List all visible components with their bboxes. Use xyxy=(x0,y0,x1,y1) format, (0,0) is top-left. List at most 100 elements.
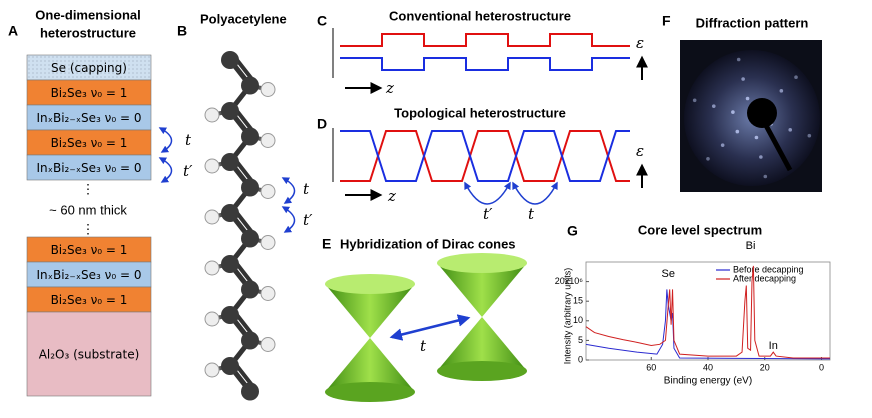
carbon xyxy=(241,382,259,401)
hop-arrow xyxy=(464,181,511,205)
diffraction-spot xyxy=(754,135,759,140)
diffraction-spot xyxy=(711,104,716,108)
energy-label: ε xyxy=(636,34,644,52)
hopping-label: t xyxy=(420,337,427,355)
diffraction-spot xyxy=(788,128,793,132)
hopping-label: t′ xyxy=(483,205,493,223)
hydrogen xyxy=(260,286,276,301)
carbon xyxy=(221,102,239,120)
panel-title: Core level spectrum xyxy=(638,222,762,237)
y-tick-label: 10 xyxy=(573,315,583,325)
y-tick-label: 20x10⁶ xyxy=(555,276,584,286)
layer xyxy=(26,154,152,181)
hopping-label: t′ xyxy=(303,211,313,229)
dirac-cone xyxy=(325,274,415,402)
y-axis-label: Intensity (arbitrary units) xyxy=(562,268,572,365)
hopping-label: t′ xyxy=(183,162,193,180)
peak-label: In xyxy=(769,340,778,352)
layer-label: Bi₂Se₃ ν₀ = 1 xyxy=(51,86,128,100)
carbon xyxy=(221,255,239,273)
hopping-label: t xyxy=(528,205,535,223)
layer-label: Bi₂Se₃ ν₀ = 1 xyxy=(51,293,128,307)
x-axis-label: Binding energy (eV) xyxy=(664,376,752,387)
carbon xyxy=(221,204,239,222)
hydrogen xyxy=(204,362,220,378)
layer-stack: Se (capping) Bi₂Se₃ ν₀ = 1 InₓBi₂₋ₓSe₃ ν₀ … xyxy=(26,54,152,397)
diffraction-spot xyxy=(720,143,725,147)
hydrogen xyxy=(260,235,276,250)
band-edge xyxy=(340,130,630,182)
polyacetylene-chain xyxy=(204,51,276,401)
hydrogen xyxy=(260,184,276,199)
hydrogen xyxy=(204,311,220,327)
layer xyxy=(26,129,152,156)
layer xyxy=(26,104,152,131)
hop-arrow xyxy=(512,181,558,205)
carbon xyxy=(221,306,239,324)
diffraction-spot xyxy=(692,98,697,103)
axis-label: z xyxy=(387,187,396,205)
band-edge xyxy=(340,33,630,47)
hybridization-arrow xyxy=(389,314,471,341)
carbon xyxy=(241,76,259,95)
panel-letter: F xyxy=(662,13,671,29)
band-edge xyxy=(340,130,630,182)
x-tick-label: 0 xyxy=(819,362,824,372)
diffraction-spot xyxy=(763,174,768,179)
energy-label: ε xyxy=(636,142,644,160)
carbon xyxy=(241,178,259,197)
panel-letter: A xyxy=(8,23,18,39)
hydrogen xyxy=(260,82,276,97)
diffraction-spot xyxy=(731,110,735,114)
peak-label: Bi xyxy=(746,240,756,252)
ellipsis: ⋮ xyxy=(82,221,95,236)
hop-arrow xyxy=(158,127,173,153)
diffraction-spot xyxy=(794,75,798,80)
layer-label: InₓBi₂₋ₓSe₃ ν₀ = 0 xyxy=(37,161,142,175)
diffraction-spot xyxy=(706,156,710,161)
panel-letter: B xyxy=(177,23,187,39)
carbon xyxy=(221,51,239,69)
carbon xyxy=(241,280,259,299)
diffraction-image xyxy=(680,40,822,192)
panel-title: Hybridization of Dirac cones xyxy=(340,236,516,251)
carbon xyxy=(221,153,239,171)
hopping-label: t xyxy=(303,180,310,198)
panel-title: Conventional heterostructure xyxy=(389,8,571,23)
hop-arrow xyxy=(158,157,173,183)
layer xyxy=(26,286,152,313)
hydrogen xyxy=(204,107,220,123)
carbon xyxy=(241,229,259,248)
layer-label: Se (capping) xyxy=(51,61,127,75)
panel-title: heterostructure xyxy=(40,25,136,40)
hydrogen xyxy=(260,133,276,148)
x-tick-label: 60 xyxy=(646,362,656,372)
diffraction-spot xyxy=(759,155,763,159)
carbon xyxy=(241,331,259,350)
diffraction-spot xyxy=(735,129,740,134)
hydrogen xyxy=(260,337,276,352)
panel-title: Topological heterostructure xyxy=(394,105,566,120)
y-tick-label: 0 xyxy=(578,354,583,364)
dirac-cone xyxy=(437,253,527,381)
layer-label: Bi₂Se₃ ν₀ = 1 xyxy=(51,136,128,150)
layer-label: Bi₂Se₃ ν₀ = 1 xyxy=(51,243,128,257)
axis-label: z xyxy=(385,79,394,97)
panel-title: Diffraction pattern xyxy=(696,15,809,30)
peak-label: Se xyxy=(662,268,675,280)
layer xyxy=(26,311,152,397)
panel-title: One-dimensional xyxy=(35,7,140,22)
thickness-label: ~ 60 nm thick xyxy=(49,202,127,217)
panel-title: Polyacetylene xyxy=(200,11,287,26)
ellipsis: ⋮ xyxy=(82,181,95,196)
layer-label: InₓBi₂₋ₓSe₃ ν₀ = 0 xyxy=(37,111,142,125)
carbon xyxy=(221,357,239,375)
legend-label: After decapping xyxy=(733,273,796,283)
diffraction-spot xyxy=(741,77,745,81)
spectrum-line xyxy=(585,289,830,360)
panel-letter: E xyxy=(322,236,331,252)
band-edge xyxy=(340,57,630,71)
hop-arrow xyxy=(281,206,296,233)
layer xyxy=(26,236,152,263)
